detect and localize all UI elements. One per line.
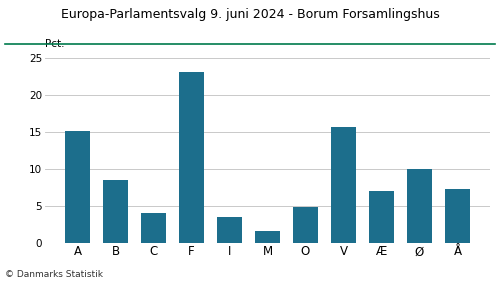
Bar <box>331 127 356 243</box>
Text: © Danmarks Statistik: © Danmarks Statistik <box>5 270 103 279</box>
Text: Pct.: Pct. <box>45 39 64 49</box>
Bar <box>217 217 242 243</box>
Bar <box>407 169 432 243</box>
Bar <box>179 72 204 243</box>
Bar <box>293 207 318 243</box>
Bar <box>445 189 470 243</box>
Text: Europa-Parlamentsvalg 9. juni 2024 - Borum Forsamlingshus: Europa-Parlamentsvalg 9. juni 2024 - Bor… <box>60 8 440 21</box>
Bar <box>255 231 280 243</box>
Bar <box>141 213 166 243</box>
Bar <box>369 191 394 243</box>
Bar <box>65 131 90 243</box>
Bar <box>103 180 128 243</box>
